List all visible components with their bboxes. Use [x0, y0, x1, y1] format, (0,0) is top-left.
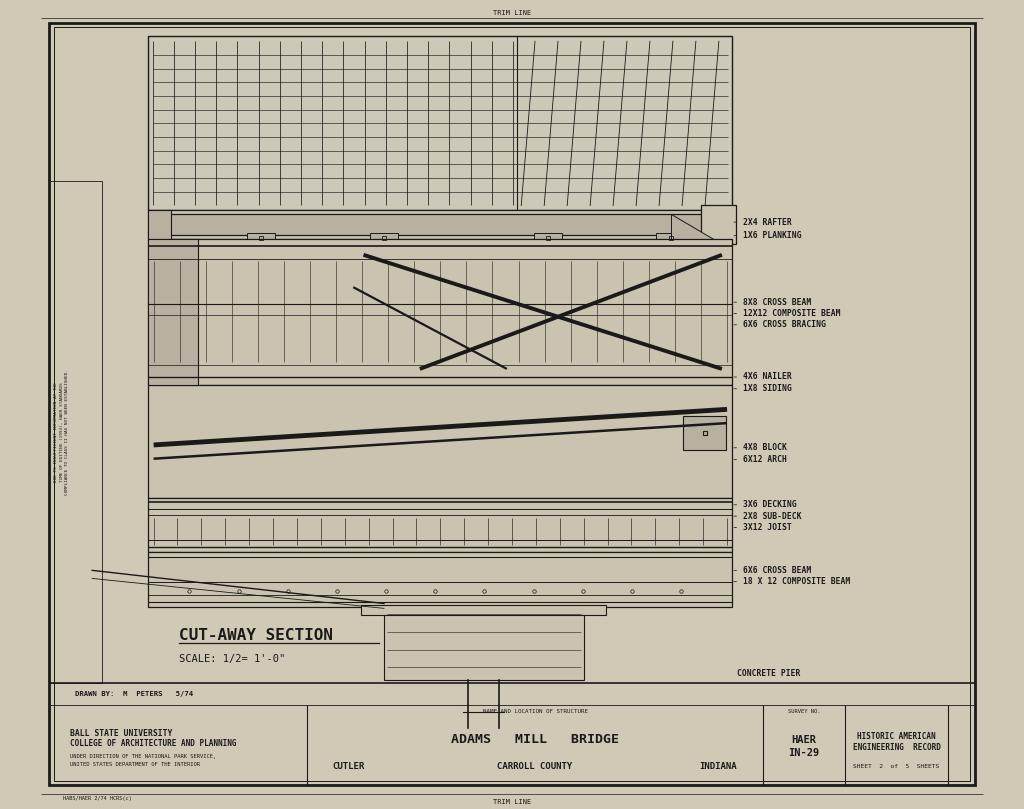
Text: NAME AND LOCATION OF STRUCTURE: NAME AND LOCATION OF STRUCTURE [482, 709, 588, 714]
Text: 8X8 CROSS BEAM: 8X8 CROSS BEAM [743, 298, 812, 307]
Text: 3X12 JOIST: 3X12 JOIST [743, 523, 793, 532]
Text: HAER: HAER [792, 735, 816, 745]
Text: DRAWN BY:  M  PETERS   5/74: DRAWN BY: M PETERS 5/74 [75, 691, 193, 697]
Text: DUE TO INSUFFICIENT INFORMATION AT THE
TIME OF EDITING (1993), HAER STANDARDS
CO: DUE TO INSUFFICIENT INFORMATION AT THE T… [54, 369, 69, 495]
Text: CARROLL COUNTY: CARROLL COUNTY [498, 762, 572, 772]
Text: UNITED STATES DEPARTMENT OF THE INTERIOR: UNITED STATES DEPARTMENT OF THE INTERIOR [70, 761, 200, 767]
Bar [534, 233, 562, 243]
Text: HABS/HAER 2/74 HCRS(c): HABS/HAER 2/74 HCRS(c) [63, 796, 132, 801]
Bar [683, 416, 726, 450]
Bar [148, 210, 171, 239]
Text: SURVEY NO.: SURVEY NO. [787, 709, 820, 714]
Bar [54, 27, 970, 781]
Text: CUTLER: CUTLER [333, 762, 365, 772]
Text: 18 X 12 COMPOSITE BEAM: 18 X 12 COMPOSITE BEAM [743, 577, 851, 587]
Text: UNDER DIRECTION OF THE NATIONAL PARK SERVICE,: UNDER DIRECTION OF THE NATIONAL PARK SER… [70, 753, 216, 759]
Bar [148, 36, 732, 210]
Text: TRIM LINE: TRIM LINE [493, 799, 531, 805]
Text: 6X6 CROSS BRACING: 6X6 CROSS BRACING [743, 320, 826, 329]
Bar [370, 233, 398, 243]
Bar [148, 498, 732, 552]
Text: CONCRETE PIER: CONCRETE PIER [737, 668, 801, 678]
Bar [656, 233, 685, 243]
Text: HISTORIC AMERICAN: HISTORIC AMERICAN [857, 732, 936, 741]
Text: 12X12 COMPOSITE BEAM: 12X12 COMPOSITE BEAM [743, 309, 841, 318]
Bar [148, 239, 732, 385]
Polygon shape [671, 214, 722, 244]
Text: ENGINEERING  RECORD: ENGINEERING RECORD [853, 743, 940, 752]
Bar [148, 385, 732, 498]
Text: ADAMS   MILL   BRIDGE: ADAMS MILL BRIDGE [451, 733, 620, 747]
Text: COLLEGE OF ARCHITECTURE AND PLANNING: COLLEGE OF ARCHITECTURE AND PLANNING [70, 739, 237, 748]
Bar [247, 233, 275, 243]
Text: BALL STATE UNIVERSITY: BALL STATE UNIVERSITY [70, 729, 172, 738]
Bar [148, 239, 198, 385]
Bar [148, 552, 732, 607]
Text: 4X8 BLOCK: 4X8 BLOCK [743, 443, 787, 452]
Text: 6X12 ARCH: 6X12 ARCH [743, 455, 787, 464]
Bar [384, 615, 584, 680]
Bar [361, 605, 606, 615]
Text: SHEET  2  of  5  SHEETS: SHEET 2 of 5 SHEETS [853, 765, 940, 769]
Text: 1X8 SIDING: 1X8 SIDING [743, 384, 793, 393]
Text: SCALE: 1/2= 1'-0": SCALE: 1/2= 1'-0" [179, 654, 286, 664]
Bar [148, 210, 732, 239]
Text: 6X6 CROSS BEAM: 6X6 CROSS BEAM [743, 565, 812, 575]
Bar [154, 214, 727, 235]
Text: 3X6 DECKING: 3X6 DECKING [743, 500, 797, 510]
Text: INDIANA: INDIANA [699, 762, 737, 772]
Text: IN-29: IN-29 [788, 748, 819, 758]
Text: TRIM LINE: TRIM LINE [493, 10, 531, 15]
Text: CUT-AWAY SECTION: CUT-AWAY SECTION [179, 628, 333, 642]
Bar [701, 205, 736, 244]
Text: 1X6 PLANKING: 1X6 PLANKING [743, 231, 802, 239]
Text: 2X4 RAFTER: 2X4 RAFTER [743, 218, 793, 227]
Bar [49, 181, 102, 683]
Text: 4X6 NAILER: 4X6 NAILER [743, 372, 793, 382]
Text: 2X8 SUB-DECK: 2X8 SUB-DECK [743, 511, 802, 521]
